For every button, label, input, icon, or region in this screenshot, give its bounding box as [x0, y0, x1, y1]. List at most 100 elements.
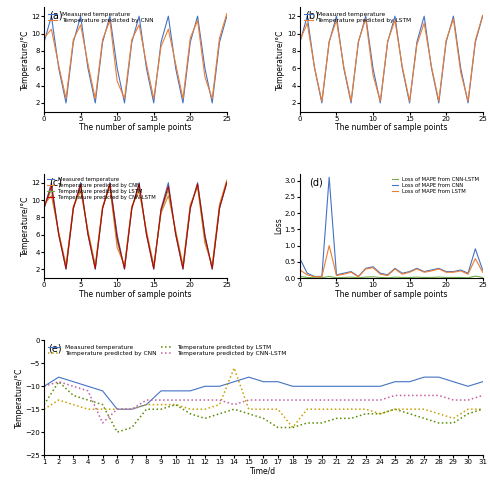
Measured temperature	[129, 206, 135, 212]
Temperature predicted by CNN	[78, 22, 84, 28]
Temperature predicted by LSTM	[348, 98, 354, 104]
Y-axis label: Loss: Loss	[274, 218, 283, 234]
Loss of MAPE from CNN	[458, 267, 464, 273]
Temperature predicted by LSTM	[41, 402, 47, 407]
Temperature predicted by CNN	[209, 262, 215, 268]
Y-axis label: Temperature/°C: Temperature/°C	[15, 368, 24, 428]
Temperature predicted by CNN	[480, 406, 486, 412]
Temperature predicted by LSTM	[49, 186, 54, 192]
Temperature predicted by LSTM	[392, 18, 398, 24]
Measured temperature	[407, 100, 413, 106]
Temperature predicted by LSTM	[158, 406, 164, 412]
Temperature predicted by CNN	[392, 406, 398, 412]
Temperature predicted by LSTM	[472, 38, 478, 44]
Temperature predicted by CNN	[99, 36, 105, 43]
Loss of MAPE from LSTM	[348, 269, 354, 275]
Temperature predicted by LSTM	[377, 411, 383, 417]
Line: Temperature predicted by CNN: Temperature predicted by CNN	[44, 180, 227, 265]
Temperature predicted by CNN	[217, 202, 222, 207]
Text: (c): (c)	[49, 177, 63, 187]
Temperature predicted by LSTM	[202, 416, 208, 422]
Loss of MAPE from LSTM	[341, 271, 347, 277]
Temperature predicted by LSTM	[180, 264, 186, 270]
Temperature predicted by LSTM	[56, 231, 62, 237]
Measured temperature	[429, 65, 435, 71]
Loss of MAPE from CNN	[436, 266, 442, 272]
Temperature predicted by CNN	[107, 18, 113, 24]
Temperature predicted by CNN-LSTM	[71, 384, 76, 390]
Temperature predicted by CNN-LSTM	[377, 397, 383, 403]
Measured temperature	[480, 378, 486, 384]
Loss of MAPE from CNN-LSTM	[421, 274, 427, 280]
Measured temperature	[78, 13, 84, 19]
Temperature predicted by CNN	[151, 96, 157, 102]
Temperature predicted by CNN-LSTM	[172, 231, 178, 237]
Temperature predicted by CNN-LSTM	[78, 182, 84, 188]
Measured temperature	[71, 39, 76, 45]
Legend: Measured temperature, Temperature predicted by CNN: Measured temperature, Temperature predic…	[47, 10, 154, 24]
Temperature predicted by LSTM	[275, 424, 281, 430]
Temperature predicted by LSTM	[71, 205, 76, 211]
Loss of MAPE from LSTM	[334, 272, 340, 278]
Temperature predicted by CNN	[304, 406, 310, 412]
Measured temperature	[217, 39, 222, 45]
Measured temperature	[319, 100, 325, 106]
Loss of MAPE from LSTM	[399, 271, 405, 277]
Loss of MAPE from CNN-LSTM	[480, 274, 486, 280]
Temperature predicted by CNN	[114, 406, 120, 412]
Temperature predicted by LSTM	[421, 20, 427, 26]
Loss of MAPE from LSTM	[414, 266, 420, 272]
Temperature predicted by CNN-LSTM	[129, 206, 135, 212]
Measured temperature	[304, 13, 310, 19]
Temperature predicted by CNN-LSTM	[202, 234, 208, 239]
Temperature predicted by LSTM	[465, 98, 471, 104]
Loss of MAPE from CNN	[297, 256, 303, 262]
Loss of MAPE from CNN	[319, 274, 325, 280]
Loss of MAPE from CNN-LSTM	[385, 275, 391, 281]
Temperature predicted by LSTM	[341, 64, 347, 70]
Measured temperature	[136, 13, 142, 19]
Measured temperature	[341, 65, 347, 71]
Temperature predicted by LSTM	[377, 98, 383, 104]
Text: (b): (b)	[305, 10, 319, 20]
Loss of MAPE from CNN-LSTM	[334, 275, 340, 281]
Temperature predicted by CNN-LSTM	[392, 392, 398, 398]
Temperature predicted by CNN	[195, 184, 200, 190]
Loss of MAPE from CNN	[414, 266, 420, 272]
Temperature predicted by CNN	[151, 262, 157, 268]
Temperature predicted by LSTM	[99, 205, 105, 211]
Temperature predicted by LSTM	[436, 98, 442, 104]
Temperature predicted by LSTM	[261, 416, 267, 422]
Loss of MAPE from CNN-LSTM	[319, 275, 325, 281]
Temperature predicted by LSTM	[450, 16, 456, 22]
Loss of MAPE from CNN	[399, 270, 405, 276]
Loss of MAPE from CNN	[363, 266, 368, 272]
Text: (e): (e)	[49, 344, 62, 354]
Temperature predicted by CNN	[334, 406, 340, 412]
Temperature predicted by CNN-LSTM	[41, 205, 47, 211]
Temperature predicted by CNN	[166, 26, 171, 32]
Temperature predicted by CNN-LSTM	[56, 378, 62, 384]
Temperature predicted by LSTM	[458, 70, 464, 75]
Loss of MAPE from LSTM	[319, 274, 325, 280]
Temperature predicted by LSTM	[158, 208, 164, 214]
Temperature predicted by LSTM	[41, 204, 47, 210]
Loss of MAPE from CNN	[312, 274, 318, 280]
Temperature predicted by CNN-LSTM	[202, 397, 208, 403]
Loss of MAPE from LSTM	[377, 271, 383, 277]
Temperature predicted by CNN	[195, 18, 200, 24]
Measured temperature	[385, 39, 391, 45]
Measured temperature	[202, 232, 208, 237]
Temperature predicted by CNN-LSTM	[304, 397, 310, 403]
Measured temperature	[187, 388, 193, 394]
Temperature predicted by CNN-LSTM	[436, 392, 442, 398]
Temperature predicted by CNN-LSTM	[114, 235, 120, 241]
Temperature predicted by CNN	[348, 406, 354, 412]
Measured temperature	[92, 266, 98, 272]
Measured temperature	[41, 384, 47, 390]
Loss of MAPE from LSTM	[297, 267, 303, 273]
Temperature predicted by LSTM	[443, 38, 449, 44]
Temperature predicted by CNN	[144, 61, 149, 67]
Loss of MAPE from CNN-LSTM	[465, 275, 471, 281]
Temperature predicted by CNN-LSTM	[114, 406, 120, 412]
